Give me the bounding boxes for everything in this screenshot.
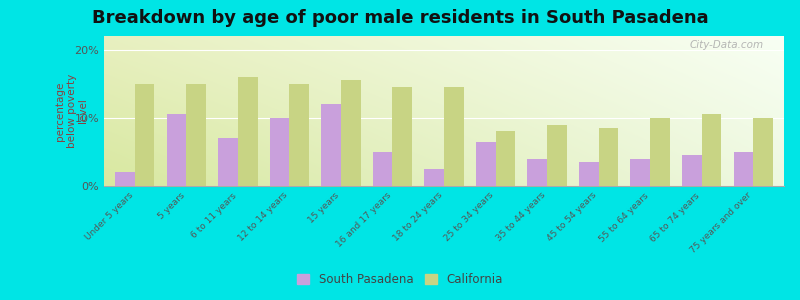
- Bar: [238, 77, 258, 186]
- Text: City-Data.com: City-Data.com: [690, 40, 763, 50]
- Y-axis label: percentage
below poverty
level: percentage below poverty level: [55, 74, 88, 148]
- Bar: [290, 84, 309, 186]
- Bar: [425, 169, 444, 186]
- Bar: [734, 152, 753, 186]
- Bar: [650, 118, 670, 186]
- Bar: [444, 87, 463, 186]
- Bar: [322, 104, 341, 186]
- Bar: [186, 84, 206, 186]
- Bar: [547, 124, 566, 186]
- Bar: [373, 152, 393, 186]
- Bar: [753, 118, 773, 186]
- Bar: [270, 118, 290, 186]
- Bar: [630, 159, 650, 186]
- Legend: South Pasadena, California: South Pasadena, California: [293, 269, 507, 291]
- Bar: [579, 162, 598, 186]
- Bar: [495, 131, 515, 186]
- Bar: [341, 80, 361, 186]
- Bar: [527, 159, 547, 186]
- Bar: [702, 114, 721, 186]
- Bar: [115, 172, 135, 186]
- Text: Breakdown by age of poor male residents in South Pasadena: Breakdown by age of poor male residents …: [92, 9, 708, 27]
- Bar: [598, 128, 618, 186]
- Bar: [218, 138, 238, 186]
- Bar: [167, 114, 186, 186]
- Bar: [476, 142, 495, 186]
- Bar: [135, 84, 154, 186]
- Bar: [682, 155, 702, 186]
- Bar: [393, 87, 412, 186]
